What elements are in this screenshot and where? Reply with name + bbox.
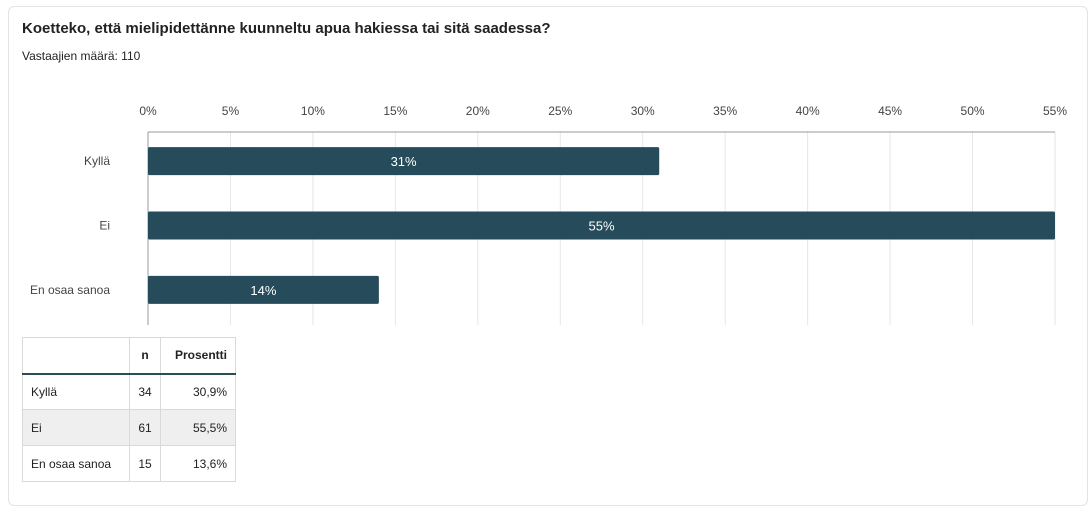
header-percent: Prosentti [160,337,236,375]
question-title: Koetteko, että mielipidettänne kuunneltu… [22,20,551,37]
x-tick-label: 55% [1043,104,1067,118]
table-header-row: n Prosentti [22,337,236,375]
row-label: Ei [22,409,130,446]
row-n: 15 [129,445,161,482]
x-tick-label: 5% [222,104,240,118]
row-label: En osaa sanoa [22,445,130,482]
x-tick-label: 40% [796,104,820,118]
row-percent: 13,6% [160,445,236,482]
category-label: Ei [99,219,110,233]
bar-value-label: 55% [588,219,614,234]
header-n: n [129,337,161,375]
category-label: Kyllä [84,154,110,168]
x-tick-label: 20% [466,104,490,118]
respondent-count: Vastaajien määrä: 110 [22,49,141,63]
x-tick-label: 0% [139,104,157,118]
row-n: 34 [129,373,161,410]
header-category [22,337,130,375]
table-row: Kyllä 34 30,9% [22,373,236,410]
row-percent: 30,9% [160,373,236,410]
bar [148,275,379,304]
x-tick-label: 10% [301,104,325,118]
category-label: En osaa sanoa [30,283,110,297]
bar [148,147,660,176]
table-row: Ei 61 55,5% [22,409,236,446]
table-row: En osaa sanoa 15 13,6% [22,445,236,482]
x-tick-label: 50% [961,104,985,118]
row-percent: 55,5% [160,409,236,446]
bar-value-label: 31% [391,154,417,169]
bar-chart: 0% 5% 10% 15% 20% 25% 30% 35% 40% 45% 50% 55% Kyllä 3… [30,104,1067,325]
x-tick-label: 15% [383,104,407,118]
x-tick-label: 45% [878,104,902,118]
row-label: Kyllä [22,373,130,410]
row-n: 61 [129,409,161,446]
x-tick-label: 35% [713,104,737,118]
bar-value-label: 14% [250,283,276,298]
bar [148,211,1055,240]
results-table: n Prosentti Kyllä 34 30,9% Ei 61 55,5% E… [22,337,236,482]
x-tick-label: 25% [548,104,572,118]
x-tick-label: 30% [631,104,655,118]
